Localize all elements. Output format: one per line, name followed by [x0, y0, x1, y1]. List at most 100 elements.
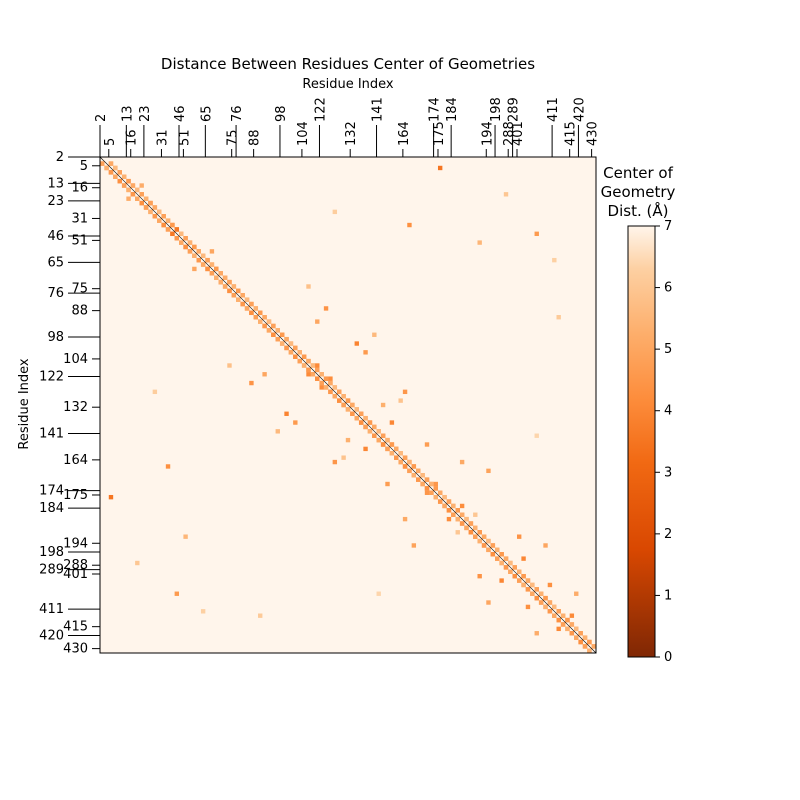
heatmap-cell: [574, 591, 579, 596]
heatmap-cell: [547, 600, 553, 605]
colorbar-tick-label: 0: [664, 650, 672, 665]
x-tick-label: 5: [103, 138, 118, 146]
diagonal-line: [99, 156, 597, 654]
heatmap-cell: [332, 459, 338, 465]
heatmap-cell: [319, 380, 324, 386]
heatmap-cell: [284, 345, 289, 351]
heatmap-cell: [170, 222, 175, 228]
heatmap-cell: [315, 319, 320, 324]
heatmap-cell: [192, 266, 197, 272]
heatmap-cell: [499, 552, 504, 557]
colorbar-tick-label: 2: [664, 527, 672, 542]
y-tick-label: 174: [39, 484, 64, 499]
heatmap-cell: [174, 591, 180, 596]
heatmap-cell: [446, 508, 452, 513]
heatmap-cell: [139, 183, 144, 188]
heatmap-cell: [473, 534, 478, 539]
heatmap-cell: [328, 389, 333, 395]
heatmap-cell: [126, 187, 131, 193]
heatmap-cell: [534, 631, 539, 636]
x-axis-label: Residue Index: [302, 77, 394, 92]
heatmap-cell: [420, 473, 425, 478]
heatmap-cell: [578, 631, 583, 636]
colorbar-tick-label: 7: [664, 219, 672, 234]
heatmap-cell: [385, 481, 390, 487]
heatmap-cell: [288, 350, 294, 355]
heatmap-cell: [179, 231, 184, 237]
x-tick-label: 132: [344, 121, 359, 146]
heatmap-cell: [402, 389, 408, 395]
heatmap-cell: [451, 512, 456, 517]
heatmap-cell: [512, 573, 517, 579]
y-tick-label: 13: [47, 176, 64, 191]
heatmap-cell: [569, 622, 575, 627]
heatmap-cell: [214, 275, 219, 280]
heatmap-cell: [293, 420, 298, 425]
heatmap-cell: [231, 293, 237, 298]
x-tick-label: 51: [177, 129, 192, 146]
y-tick-label: 88: [71, 304, 88, 319]
heatmap-cell: [446, 499, 452, 504]
x-tick-label: 16: [125, 129, 140, 146]
y-tick-label: 51: [71, 233, 88, 248]
heatmap-cell: [236, 297, 241, 302]
heatmap-cell: [332, 385, 338, 390]
heatmap-cell: [503, 192, 509, 197]
heatmap-cell: [508, 569, 513, 574]
heatmap-cell: [380, 442, 386, 447]
heatmap-cell: [279, 332, 285, 337]
x-tick-label: 430: [586, 121, 601, 146]
x-tick-label: 76: [230, 105, 245, 122]
y-tick-label: 122: [39, 369, 64, 384]
heatmap-cell: [130, 183, 136, 188]
heatmap-cell: [354, 341, 359, 346]
heatmap-cell: [495, 556, 500, 561]
colorbar-title: Geometry: [601, 183, 676, 201]
y-tick-label: 65: [47, 255, 64, 270]
heatmap-cell: [161, 222, 166, 228]
heatmap-cell: [437, 165, 443, 171]
heatmap-cell: [332, 394, 338, 399]
heatmap-cell: [358, 420, 364, 425]
heatmap-cell: [126, 196, 131, 201]
heatmap-cell: [187, 249, 193, 254]
heatmap-cell: [135, 187, 140, 193]
heatmap-cell: [543, 543, 548, 548]
heatmap-cell: [547, 609, 553, 614]
heatmap-cell: [183, 236, 188, 241]
heatmap-cell: [227, 279, 232, 285]
heatmap-cell: [135, 196, 140, 201]
heatmap-cell: [477, 538, 482, 544]
heatmap-cell: [200, 609, 206, 614]
y-tick-label: 401: [63, 567, 88, 582]
heatmap-cell: [253, 315, 259, 320]
heatmap-cell: [244, 297, 250, 302]
heatmap-cell: [284, 336, 289, 342]
heatmap-cell: [420, 481, 425, 487]
heatmap-cell: [455, 516, 460, 522]
heatmap-cell: [315, 376, 320, 381]
heatmap-cell: [424, 490, 430, 495]
heatmap-cell: [297, 350, 302, 355]
heatmap-cell: [574, 635, 579, 640]
heatmap-cell: [345, 398, 351, 403]
heatmap-cell: [389, 451, 395, 456]
x-tick-label: 141: [371, 97, 386, 122]
heatmap-cell: [113, 165, 118, 171]
colorbar-title: Dist. (Å): [608, 201, 669, 220]
heatmap-cell: [126, 178, 131, 184]
heatmap-cell: [271, 332, 276, 337]
heatmap-cell: [179, 240, 184, 245]
heatmap-cell: [552, 613, 557, 618]
heatmap-cell: [411, 473, 417, 478]
x-tick-label: 401: [511, 121, 526, 146]
colorbar-title: Center of: [603, 164, 673, 182]
heatmap-cell: [424, 486, 430, 491]
heatmap-cell: [187, 240, 193, 245]
heatmap-cell: [135, 560, 140, 566]
heatmap-cell: [249, 310, 254, 316]
heatmap-cell: [113, 174, 118, 179]
heatmap-cell: [139, 192, 144, 197]
heatmap-cell: [306, 372, 311, 377]
heatmap-cell: [209, 249, 215, 254]
